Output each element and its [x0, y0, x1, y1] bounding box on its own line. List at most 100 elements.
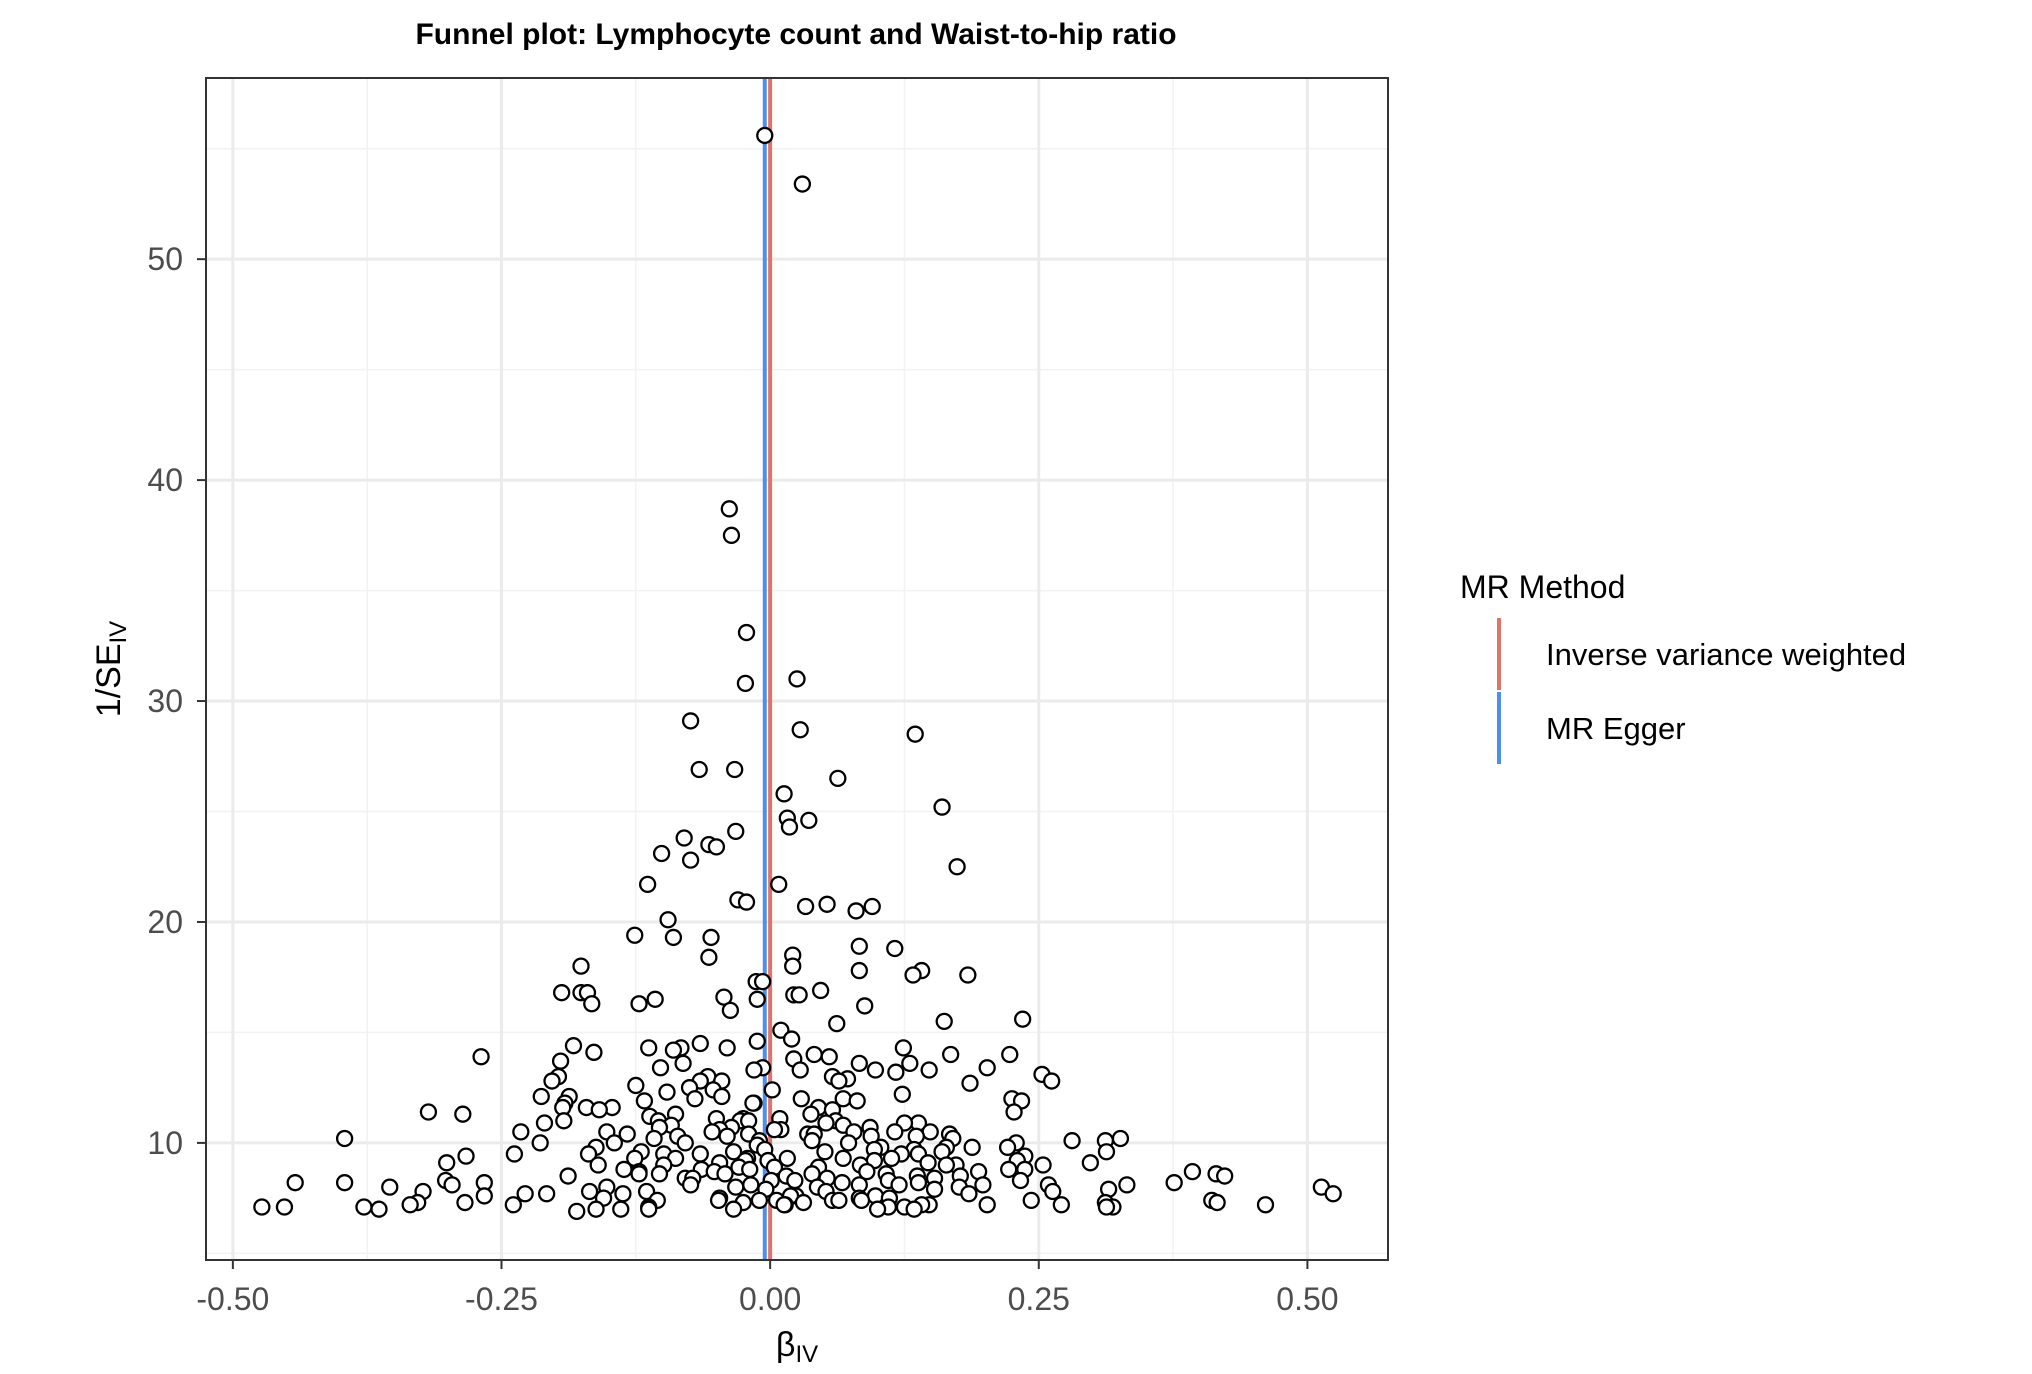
data-point	[626, 926, 644, 944]
data-point	[726, 760, 744, 779]
data-point	[868, 1200, 887, 1218]
data-point	[802, 1105, 820, 1123]
data-point	[691, 1034, 709, 1053]
data-point	[559, 1167, 577, 1185]
data-point	[555, 1112, 573, 1130]
data-point	[605, 1134, 623, 1152]
data-point	[1097, 1198, 1116, 1216]
data-point	[718, 1039, 736, 1057]
data-point	[818, 895, 836, 913]
data-point	[750, 1191, 769, 1209]
data-point	[919, 1154, 937, 1172]
data-point	[775, 1196, 793, 1214]
data-point	[886, 939, 904, 958]
data-point	[630, 995, 648, 1013]
data-point	[686, 1090, 704, 1108]
data-point	[1183, 1162, 1202, 1181]
data-point	[890, 1176, 908, 1194]
data-point	[505, 1145, 524, 1163]
data-point	[1014, 1010, 1032, 1028]
data-point	[848, 1092, 866, 1110]
data-point	[703, 1123, 721, 1141]
data-points	[253, 126, 1342, 1221]
data-point	[960, 1185, 978, 1203]
x-tick-label: 0.50	[1276, 1281, 1338, 1317]
data-point	[784, 957, 802, 975]
x-axis-ticks: -0.50 -0.25 0.00 0.25 0.50	[196, 1260, 1339, 1317]
data-point	[816, 1143, 834, 1161]
data-point	[675, 829, 693, 847]
data-point	[1165, 1174, 1183, 1192]
data-point	[580, 1182, 599, 1201]
data-point	[585, 1043, 603, 1061]
data-point	[833, 1174, 851, 1192]
data-point	[727, 822, 745, 841]
data-point	[707, 838, 726, 856]
data-point	[535, 1114, 554, 1132]
legend-title: MR Method	[1460, 569, 1625, 605]
data-point	[763, 1081, 781, 1099]
data-point	[852, 1191, 871, 1209]
data-point	[709, 1191, 728, 1209]
grid-major	[206, 78, 1388, 1260]
data-point	[618, 1125, 636, 1143]
data-point	[702, 928, 720, 947]
x-axis-title-base: β	[776, 1326, 796, 1364]
data-point	[659, 911, 677, 929]
data-point	[1063, 1132, 1081, 1150]
data-point	[756, 126, 774, 145]
data-point	[583, 995, 601, 1013]
data-point	[1011, 1171, 1030, 1190]
data-point	[724, 1200, 743, 1218]
data-point	[894, 1039, 913, 1057]
data-point	[691, 1145, 709, 1163]
data-point	[974, 1176, 992, 1194]
data-point	[978, 1059, 996, 1077]
data-point	[839, 1134, 858, 1152]
data-point	[1034, 1156, 1052, 1174]
data-point	[948, 858, 966, 876]
data-point	[681, 851, 700, 869]
data-point	[1216, 1167, 1234, 1185]
data-point	[959, 966, 977, 984]
data-point	[638, 875, 657, 894]
data-point	[572, 957, 590, 975]
data-point	[792, 1090, 810, 1108]
data-point	[640, 1200, 658, 1218]
data-point	[512, 1123, 530, 1141]
data-point	[742, 1176, 760, 1194]
x-tick-label: 0.25	[1008, 1281, 1070, 1317]
data-point	[786, 1171, 804, 1190]
y-tick-label: 10	[147, 1125, 183, 1161]
data-point	[646, 990, 664, 1008]
y-axis-title-base: 1/SE	[90, 643, 128, 717]
data-point	[882, 1149, 901, 1168]
data-point	[1000, 1160, 1018, 1179]
data-point	[532, 1087, 550, 1106]
data-point	[791, 1061, 809, 1079]
data-point	[803, 1132, 821, 1150]
data-point	[627, 1076, 645, 1095]
data-point	[935, 1012, 953, 1031]
data-point	[1052, 1196, 1070, 1214]
data-point	[901, 1054, 919, 1073]
data-point	[564, 1037, 583, 1055]
data-point	[681, 712, 700, 730]
data-point	[275, 1198, 294, 1216]
data-point	[748, 990, 766, 1008]
data-point	[579, 1145, 598, 1163]
x-tick-label: -0.50	[196, 1281, 269, 1317]
data-point	[1043, 1072, 1061, 1090]
data-point	[805, 1045, 823, 1064]
data-point	[640, 1039, 658, 1057]
data-point	[830, 1072, 848, 1090]
data-point	[650, 1165, 669, 1183]
data-point	[847, 902, 865, 920]
data-point	[645, 1129, 663, 1148]
data-point	[745, 1061, 763, 1079]
y-tick-label: 50	[147, 241, 183, 277]
data-point	[516, 1185, 534, 1203]
data-point	[658, 1083, 676, 1101]
data-point	[381, 1178, 399, 1196]
y-tick-label: 40	[147, 462, 183, 498]
